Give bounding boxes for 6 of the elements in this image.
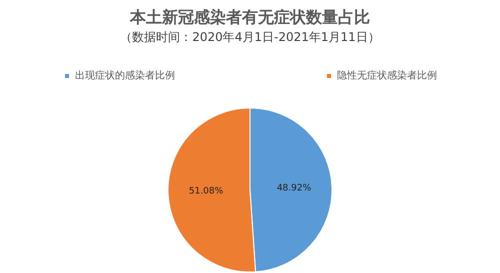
chart-subtitle: （数据时间：2020年4月1日-2021年1月11日）	[120, 30, 380, 44]
data-label: 48.92%	[276, 184, 312, 194]
chart-title: 本土新冠感染者有无症状数量占比	[129, 8, 370, 26]
legend-label: 隐性无症状感染者比例	[337, 70, 437, 82]
legend-label: 出现症状的感染者比例	[75, 70, 175, 82]
data-label: 51.08%	[188, 186, 224, 196]
